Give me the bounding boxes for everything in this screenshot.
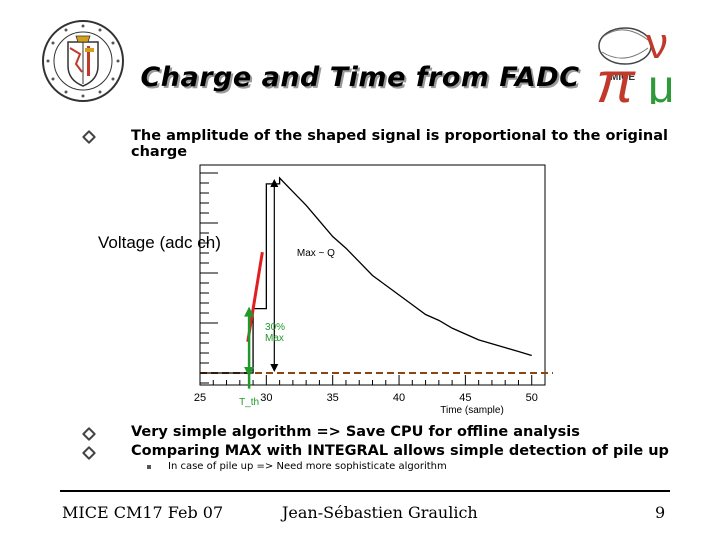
svg-text:ν: ν — [646, 19, 668, 68]
x-axis-label: Time (sample) — [440, 405, 504, 416]
slide-title: Charge and Time from FADC — [140, 62, 580, 93]
x-tick-label: 25 — [194, 392, 206, 404]
mice-pi-nu-mu-logo: MICE π ν μ — [596, 19, 675, 104]
bullet-marker — [81, 129, 97, 145]
footer-rule — [60, 490, 670, 492]
threshold-arrow-tail — [244, 367, 255, 377]
x-tick-label: 40 — [393, 392, 405, 404]
geneva-crest-logo — [42, 20, 124, 102]
svg-text:π: π — [596, 50, 636, 104]
threshold-label-max: Max — [265, 333, 284, 344]
sub-bullet-text: In case of pile up => Need more sophisti… — [168, 461, 447, 472]
x-tick-label: 35 — [327, 392, 339, 404]
max-arrow-head — [270, 179, 279, 187]
svg-text:MICE: MICE — [610, 72, 635, 83]
threshold-label: 30% — [265, 322, 285, 333]
signal-chart: 25 30 35 40 45 50 Time (sample) Max ~ Q 30%Max T… — [98, 164, 553, 416]
chart-signal-series — [200, 176, 553, 374]
bullet-marker — [81, 426, 97, 442]
bullet-text: The amplitude of the shaped signal is pr… — [131, 128, 668, 160]
sub-bullet-marker — [147, 465, 151, 469]
chart-axes — [199, 164, 546, 386]
bullet-marker — [81, 445, 97, 461]
chart-annotations: Max ~ Q 30%Max T_th Voltage (adc ch) — [98, 179, 335, 408]
page-number: 9 — [655, 503, 666, 522]
max-label: Max ~ Q — [297, 248, 335, 259]
time-threshold-label: T_th — [239, 397, 259, 408]
threshold-arrow-head — [244, 306, 255, 317]
bullet-text: Comparing MAX with INTEGRAL allows simpl… — [131, 443, 669, 459]
x-tick-label: 30 — [260, 392, 272, 404]
x-tick-label: 50 — [526, 392, 538, 404]
footer-left: MICE CM17 Feb 07 — [62, 503, 224, 522]
chart-x-ticks: 25 30 35 40 45 50 Time (sample) — [194, 392, 538, 416]
signal-line — [200, 176, 532, 374]
x-tick-label: 45 — [459, 392, 471, 404]
bullet-text: Very simple algorithm => Save CPU for of… — [131, 424, 580, 440]
svg-text:μ: μ — [648, 60, 675, 104]
max-arrow-tail — [270, 364, 279, 372]
y-axis-label: Voltage (adc ch) — [98, 233, 221, 252]
footer-center: Jean-Sébastien Graulich — [282, 503, 478, 522]
